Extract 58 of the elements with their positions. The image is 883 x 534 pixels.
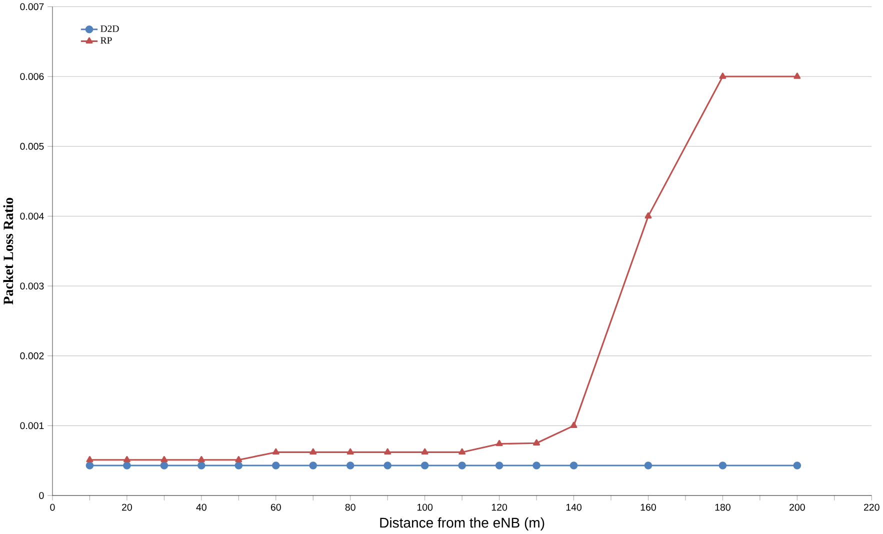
point	[234, 462, 243, 470]
x-tick-label: 80	[345, 504, 356, 511]
point	[160, 462, 168, 470]
x-tick-label: 100	[417, 504, 433, 511]
point	[346, 462, 354, 470]
point	[198, 456, 205, 462]
x-tick-label: 220	[864, 504, 880, 511]
x-tick-label: 200	[790, 504, 805, 511]
point	[384, 462, 392, 470]
point	[160, 456, 168, 462]
point	[570, 462, 578, 470]
x-tick-label: 140	[566, 504, 582, 511]
point	[123, 456, 130, 462]
x-tick-label: 0	[50, 504, 55, 511]
y-tick-label: 0.002	[20, 352, 44, 360]
point	[272, 448, 280, 455]
x-tick-label: 160	[640, 504, 656, 511]
point	[532, 462, 540, 470]
point	[495, 462, 504, 470]
point	[346, 448, 354, 455]
point	[272, 462, 280, 470]
legend-label: RP	[100, 37, 112, 44]
point	[420, 462, 429, 470]
y-tick-label: 0.006	[20, 73, 44, 80]
point	[794, 72, 801, 79]
x-axis-title: Distance from the eNB (m)	[380, 518, 544, 531]
x-tick-label: 60	[270, 504, 281, 511]
point	[719, 72, 726, 79]
y-tick-label: 0	[39, 492, 44, 500]
x-tick-label: 20	[122, 504, 132, 511]
point	[421, 448, 428, 455]
point	[86, 456, 94, 462]
y-tick-label: 0.001	[20, 422, 44, 430]
point	[309, 462, 318, 470]
point	[533, 439, 540, 446]
point	[496, 440, 503, 446]
x-tick-label: 120	[492, 504, 508, 511]
point	[86, 462, 94, 470]
y-axis-title: Packet Loss Ratio	[3, 198, 14, 305]
point	[644, 462, 652, 470]
x-tick-label: 180	[715, 504, 730, 511]
point	[458, 448, 466, 455]
x-tick-label: 40	[196, 504, 206, 511]
point	[384, 448, 392, 455]
point	[198, 462, 206, 470]
point	[123, 462, 131, 470]
legend-label: D2D	[100, 26, 119, 32]
point	[570, 422, 578, 428]
point	[235, 456, 242, 462]
point	[458, 462, 466, 470]
y-tick-label: 0.003	[20, 282, 44, 290]
point	[310, 448, 317, 455]
y-tick-label: 0.004	[20, 212, 44, 220]
y-tick-label: 0.005	[20, 143, 44, 150]
point	[644, 212, 652, 219]
point	[793, 462, 802, 470]
point	[718, 462, 727, 470]
y-tick-label: 0.007	[20, 3, 44, 10]
